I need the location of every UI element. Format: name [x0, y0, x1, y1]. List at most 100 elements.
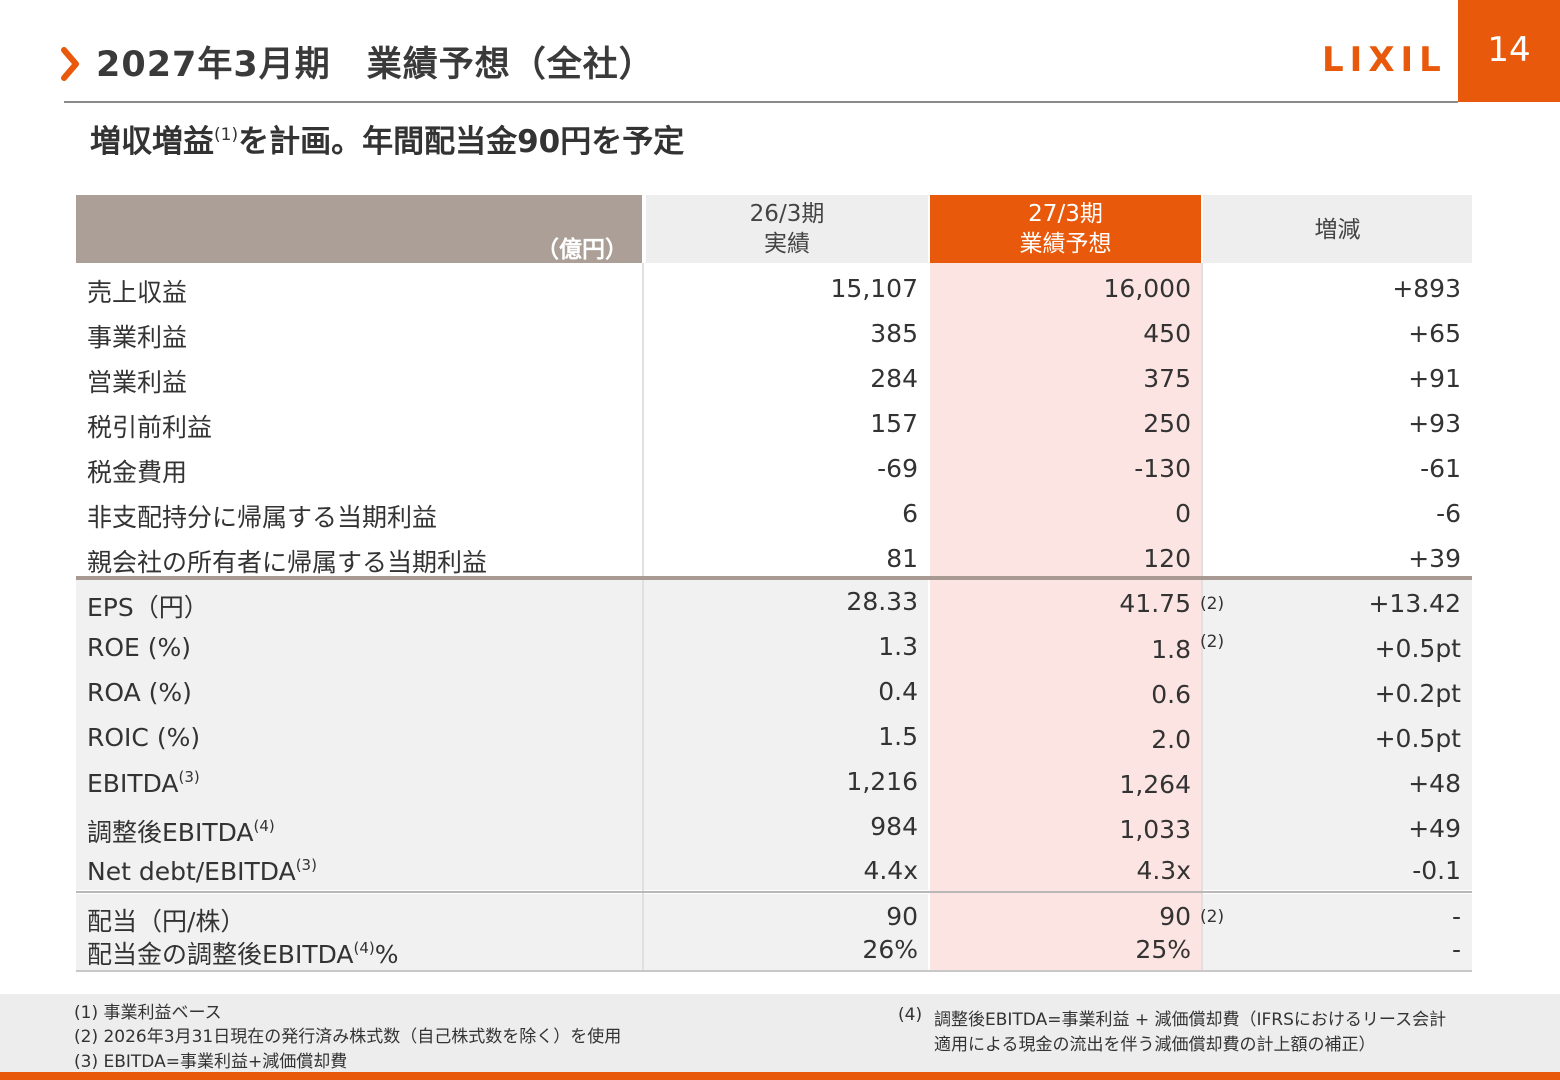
col-header-26: 26/3期 実績 [646, 199, 928, 259]
value-diff: +48 [1408, 769, 1461, 798]
column-separator [1201, 263, 1203, 970]
payout-27: 25% [1135, 935, 1191, 964]
footnote-4-line1: 調整後EBITDA=事業利益 + 減価償却費（IFRSにおけるリース会計 [934, 1010, 1447, 1030]
value-26: -69 [877, 454, 918, 483]
row-label-note: (3) [295, 856, 317, 874]
value-27: 1.8 [1151, 635, 1191, 664]
title-divider [64, 101, 1458, 103]
lixil-logo: LIXIL [1322, 40, 1447, 80]
table-row: EPS（円） 28.33 41.75 (2) +13.42 [0, 587, 1560, 633]
value-27: 0 [1175, 499, 1191, 528]
section-divider [76, 891, 1472, 893]
dividend-26: 90 [886, 902, 918, 931]
table-row: ROE (%) 1.3 1.8 (2) +0.5pt [0, 632, 1560, 678]
payout-26: 26% [862, 935, 918, 964]
value-diff: +65 [1408, 319, 1461, 348]
row-label: 税引前利益 [87, 413, 213, 442]
row-label: ROA (%) [87, 678, 192, 707]
row-label: ROIC (%) [87, 723, 201, 752]
dividend-27: 90 [1159, 902, 1191, 931]
col-header-27-type: 業績予想 [1019, 231, 1112, 257]
value-26: 28.33 [846, 587, 918, 616]
unit-label: （億円） [536, 237, 628, 263]
header-26-cell [646, 195, 928, 263]
footer-accent-bar [0, 1072, 1560, 1080]
table-row: ROIC (%) 1.5 2.0 +0.5pt [0, 722, 1560, 768]
header-diff-cell [1203, 195, 1472, 263]
row-label: 調整後EBITDA(4) [87, 813, 275, 849]
value-27: 120 [1143, 544, 1191, 573]
dividend-block-bg-diff [1203, 894, 1472, 971]
value-diff: +49 [1408, 814, 1461, 843]
kpi-block-bg [76, 580, 928, 890]
footnote-4-mark: (4) [898, 1005, 923, 1025]
table-row: EBITDA(3) 1,216 1,264 +48 [0, 767, 1560, 813]
table-row: ROA (%) 0.4 0.6 +0.2pt [0, 677, 1560, 723]
payout-diff: - [1451, 935, 1461, 964]
table-row: 非支配持分に帰属する当期利益 6 0 -6 [0, 498, 1560, 543]
value-26: 284 [870, 364, 918, 393]
forecast-column-highlight [930, 263, 1201, 972]
value-26: 984 [870, 812, 918, 841]
value-27: 1,033 [1119, 815, 1191, 844]
value-diff: +13.42 [1368, 589, 1461, 618]
row-label: 営業利益 [87, 368, 188, 397]
chevron-right-icon [61, 47, 79, 81]
table-row: 税金費用 -69 -130 -61 [0, 453, 1560, 498]
value-27: 250 [1143, 409, 1191, 438]
value-27: 4.3x [1136, 856, 1191, 885]
row-label: 親会社の所有者に帰属する当期利益 [87, 548, 488, 577]
value-27: 375 [1143, 364, 1191, 393]
value-diff: +93 [1408, 409, 1461, 438]
value-26: 4.4x [863, 856, 918, 885]
value-diff: -0.1 [1412, 856, 1461, 885]
value-27: 450 [1143, 319, 1191, 348]
value-diff: -61 [1420, 454, 1461, 483]
payout-label-suffix: % [374, 940, 399, 969]
value-27: 2.0 [1151, 725, 1191, 754]
row-label-note: (4) [253, 817, 275, 835]
subtitle: 増収増益(1)を計画。年間配当金90円を予定 [90, 116, 684, 161]
page-title: 2027年3月期 業績予想（全社） [96, 45, 655, 85]
footnote-4-line2: 適用による現金の流出を伴う減価償却費の計上額の補正） [934, 1035, 1376, 1055]
section-divider [76, 576, 1472, 580]
subtitle-part1: 増収増益 [90, 124, 214, 160]
footnote-mark: (2) [1200, 594, 1225, 614]
dividend-diff: - [1451, 902, 1461, 931]
value-27: 0.6 [1151, 680, 1191, 709]
col-header-26-type: 実績 [764, 231, 810, 257]
table-row: Net debt/EBITDA(3) 4.4x 4.3x -0.1 [0, 856, 1560, 901]
table-row: 親会社の所有者に帰属する当期利益 81 120 +39 [0, 543, 1560, 588]
row-label-text: Net debt/EBITDA [87, 857, 296, 886]
value-26: 1,216 [846, 767, 918, 796]
header-label-cell [76, 195, 642, 263]
row-label: 売上収益 [87, 278, 188, 307]
value-26: 385 [870, 319, 918, 348]
value-26: 15,107 [830, 274, 918, 303]
footnote-mark: (2) [1200, 907, 1225, 927]
dividend-label: 配当（円/株） [87, 907, 246, 936]
value-diff: +0.2pt [1374, 679, 1461, 708]
value-27: 1,264 [1119, 770, 1191, 799]
value-26: 81 [886, 544, 918, 573]
value-26: 0.4 [878, 677, 918, 706]
footnote-3: (3) EBITDA=事業利益+減価償却費 [74, 1052, 348, 1072]
value-diff: +0.5pt [1374, 724, 1461, 753]
payout-label-note: (4) [353, 939, 375, 957]
table-bottom-border [76, 970, 1472, 972]
row-label: 税金費用 [87, 458, 188, 487]
footnote-1: (1) 事業利益ベース [74, 1003, 222, 1023]
row-label: ROE (%) [87, 633, 192, 662]
table-row: 調整後EBITDA(4) 984 1,033 +49 [0, 812, 1560, 858]
page-number: 14 [1487, 30, 1531, 70]
value-26: 6 [902, 499, 918, 528]
table-row: 売上収益 15,107 16,000 +893 [0, 273, 1560, 318]
col-header-27: 27/3期 業績予想 [930, 199, 1201, 259]
payout-row: 配当金の調整後EBITDA(4)% 26% 25% - [0, 935, 1560, 980]
col-header-diff: 増減 [1314, 217, 1361, 243]
value-27: 16,000 [1103, 274, 1191, 303]
row-label-note: (3) [178, 768, 200, 786]
row-label: 事業利益 [87, 323, 188, 352]
value-diff: -6 [1436, 499, 1461, 528]
row-label: EPS（円） [87, 593, 209, 622]
